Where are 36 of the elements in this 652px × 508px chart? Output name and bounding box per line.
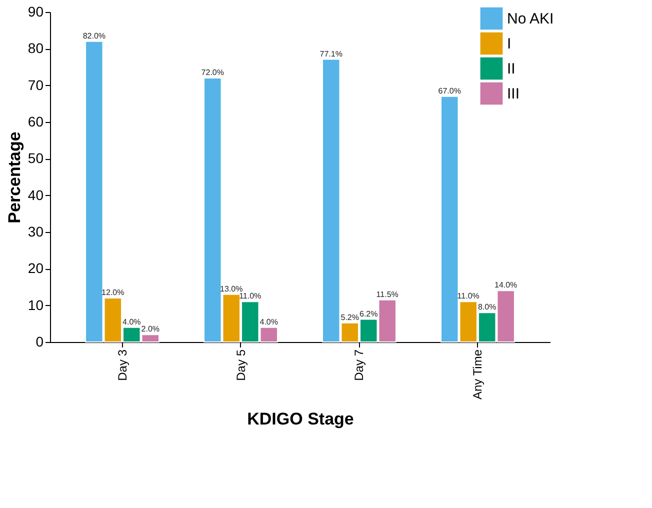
legend-label: I: [507, 36, 512, 52]
data-label: 4.0%: [122, 317, 141, 326]
data-label: 6.2%: [359, 309, 378, 318]
data-label: 82.0%: [82, 31, 106, 40]
y-tick-label: 70: [28, 76, 44, 93]
y-tick-label: 50: [28, 150, 44, 166]
data-label: 2.0%: [141, 324, 160, 334]
x-axis-title: KDIGO Stage: [247, 410, 354, 429]
data-label: 72.0%: [201, 68, 224, 77]
x-tick-label: Any Time: [470, 349, 485, 400]
data-label: 77.1%: [320, 49, 342, 58]
data-label: 67.0%: [438, 86, 461, 96]
y-tick-label: 40: [28, 186, 44, 203]
legend-label: II: [507, 60, 516, 78]
data-label: 5.2%: [340, 312, 359, 322]
y-tick-label: 0: [36, 334, 44, 350]
data-label: 14.0%: [494, 280, 518, 290]
data-label: 11.5%: [376, 290, 398, 299]
data-label: 12.0%: [102, 288, 124, 297]
legend-label: No AKI: [507, 10, 554, 28]
data-label: 11.0%: [457, 292, 480, 301]
y-tick-label: 10: [28, 296, 44, 313]
data-label: 13.0%: [220, 284, 243, 294]
x-tick-label: Day 5: [234, 349, 248, 381]
y-tick-label: 20: [28, 260, 44, 276]
y-axis-title: Percentage: [4, 132, 24, 224]
x-tick-label: Day 3: [115, 349, 130, 381]
data-label: 4.0%: [260, 317, 278, 326]
y-tick-label: 60: [28, 114, 44, 130]
y-tick-label: 90: [28, 4, 44, 20]
legend-label: III: [507, 86, 520, 102]
x-tick-label: Day 7: [352, 349, 366, 381]
y-tick-label: 30: [28, 224, 44, 240]
data-label: 11.0%: [239, 292, 262, 301]
y-tick-label: 80: [28, 40, 44, 56]
data-label: 8.0%: [478, 302, 496, 312]
